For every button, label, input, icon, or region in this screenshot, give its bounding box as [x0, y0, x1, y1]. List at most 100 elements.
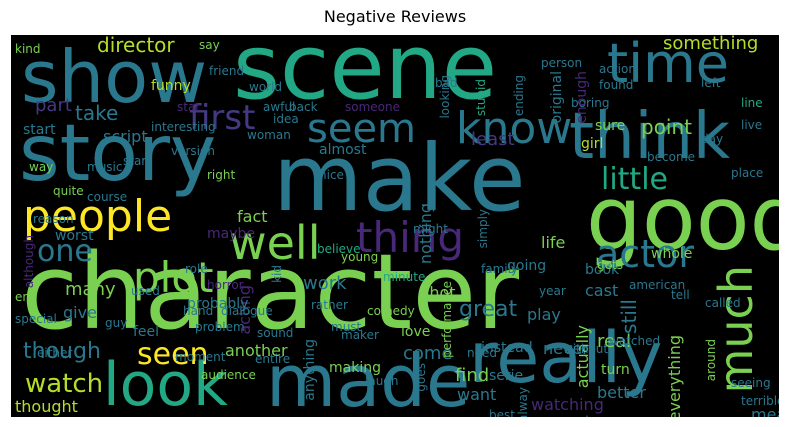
word: probably	[187, 296, 249, 312]
word: tell	[671, 288, 690, 302]
word: course	[87, 190, 128, 204]
word: terrible	[741, 394, 779, 408]
word: either	[37, 346, 73, 360]
word: around	[704, 339, 718, 382]
word: time	[607, 35, 730, 95]
word: horror	[207, 278, 244, 292]
word: world	[249, 80, 283, 94]
word: action	[599, 62, 636, 76]
word: serie	[489, 368, 524, 384]
word: american	[629, 278, 686, 292]
word: life	[541, 233, 566, 252]
word: almost	[319, 142, 367, 158]
word: girl	[581, 136, 604, 152]
word: anything	[302, 339, 318, 401]
word: way	[29, 160, 54, 174]
word: script	[103, 127, 148, 146]
word: looking	[438, 75, 452, 119]
word: young	[341, 250, 379, 264]
word: special	[15, 312, 57, 326]
word: guy	[105, 316, 128, 330]
word: mean	[751, 405, 779, 418]
word: part	[35, 95, 72, 116]
word: star	[123, 154, 147, 168]
word: left	[701, 76, 721, 90]
word: shot	[421, 283, 456, 302]
word: minute	[383, 270, 426, 284]
word: give	[63, 303, 97, 322]
word: line	[741, 96, 763, 110]
word: want	[457, 385, 497, 404]
word: whole	[651, 246, 693, 262]
word: goes	[414, 363, 428, 392]
word: moment	[175, 350, 226, 364]
word: plot	[133, 253, 214, 302]
word: maybe	[207, 226, 256, 242]
word: interesting	[151, 120, 216, 134]
word: comedy	[367, 304, 415, 318]
word: something	[663, 35, 759, 54]
word: play	[527, 305, 561, 324]
word: boring	[571, 96, 610, 110]
word: look	[103, 350, 228, 417]
word: love	[401, 324, 431, 340]
word: idea	[273, 112, 299, 126]
word: person	[541, 56, 583, 70]
word: well	[229, 216, 321, 270]
word: take	[75, 101, 119, 125]
word: scene	[233, 35, 498, 120]
word: seen	[137, 337, 209, 372]
word: music	[87, 160, 123, 174]
word: many	[65, 279, 116, 300]
word: worst	[55, 228, 94, 244]
word: live	[741, 118, 763, 132]
word: great	[459, 297, 518, 322]
word: story	[19, 109, 217, 199]
word: although	[22, 235, 36, 289]
word: feel	[133, 324, 160, 340]
word: seeing	[731, 376, 771, 390]
word: alway	[516, 387, 530, 417]
word: little	[601, 162, 668, 197]
word: quite	[53, 184, 84, 198]
word: show	[21, 35, 208, 119]
word: real	[597, 331, 632, 352]
word: woman	[247, 128, 291, 142]
word: simply	[476, 209, 490, 249]
word: bad	[435, 76, 458, 90]
word: nice	[319, 168, 344, 182]
word: come	[403, 343, 453, 364]
word: find	[455, 365, 490, 386]
word: found	[599, 78, 634, 92]
word: say	[199, 38, 220, 52]
word: work	[303, 273, 347, 294]
word: best	[489, 408, 515, 417]
word: awful	[263, 100, 296, 114]
word: place	[731, 166, 764, 180]
word: watching	[531, 395, 604, 414]
word: gets	[597, 258, 623, 272]
word: right	[207, 168, 236, 182]
word: fact	[237, 207, 268, 226]
word: year	[539, 284, 566, 298]
word: cast	[585, 281, 619, 300]
word: turn	[601, 362, 630, 378]
word: seem	[307, 106, 417, 152]
word: think	[569, 100, 731, 174]
word: going	[507, 258, 547, 274]
word: day	[701, 132, 724, 146]
word: problem	[195, 320, 245, 334]
word: director	[97, 35, 175, 57]
word: kid	[270, 265, 284, 283]
word: role	[185, 262, 208, 276]
word: need	[467, 346, 497, 360]
word: people	[23, 191, 173, 242]
word: ending	[512, 75, 526, 117]
word: back	[289, 100, 318, 114]
word: watched	[609, 334, 661, 348]
word: entire	[255, 352, 291, 366]
word: end	[15, 290, 38, 304]
word: good	[586, 167, 779, 270]
word: made	[266, 339, 471, 417]
word: least	[471, 129, 515, 150]
